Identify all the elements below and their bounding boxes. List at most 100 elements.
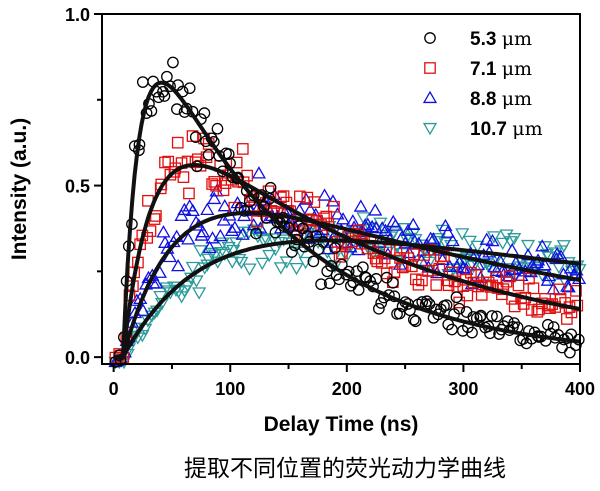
fit-curves — [113, 80, 581, 360]
data-point — [279, 256, 294, 269]
data-point — [158, 90, 171, 102]
data-point — [193, 245, 208, 258]
data-point — [340, 268, 353, 281]
data-point — [253, 221, 268, 234]
data-point — [455, 228, 470, 241]
legend-label: 5.3 μm — [470, 28, 532, 50]
fit-curve-series-4 — [113, 238, 581, 360]
data-point — [250, 227, 262, 240]
data-point — [174, 208, 189, 221]
data-point — [213, 228, 228, 242]
data-point — [356, 212, 371, 225]
data-point — [171, 136, 184, 149]
data-point — [527, 282, 540, 295]
data-point — [440, 299, 453, 311]
legend-item-3: 8.8 μm — [422, 88, 532, 110]
data-point — [217, 184, 230, 197]
fit-curve-series-3 — [113, 211, 581, 360]
data-point — [312, 225, 327, 239]
legend-label: 10.7 μm — [470, 118, 543, 140]
legend-marker — [422, 122, 438, 136]
data-point — [255, 257, 270, 271]
data-point — [208, 175, 221, 188]
data-point — [181, 232, 196, 245]
data-point — [320, 241, 335, 255]
legend-label: 8.8 μm — [470, 88, 532, 110]
data-point — [185, 203, 200, 217]
data-point — [183, 82, 196, 95]
data-point — [211, 122, 224, 135]
data-point — [308, 196, 321, 208]
data-point — [520, 239, 536, 253]
data-point — [440, 225, 455, 238]
data-point — [315, 278, 327, 291]
data-point — [556, 240, 571, 253]
data-point — [393, 307, 406, 320]
y-tick-label: 1.0 — [65, 5, 90, 25]
data-point — [180, 280, 196, 293]
data-point — [406, 217, 421, 230]
data-point — [369, 252, 382, 265]
data-point — [503, 236, 518, 249]
data-point — [286, 246, 298, 258]
data-point — [329, 242, 341, 254]
data-point — [486, 310, 498, 322]
data-point — [561, 280, 576, 293]
data-point — [537, 257, 552, 271]
data-point — [161, 70, 173, 83]
data-point — [345, 214, 360, 227]
data-point — [234, 256, 249, 270]
data-point — [317, 188, 332, 201]
data-point — [177, 171, 190, 183]
data-point — [351, 265, 363, 277]
x-tick-label: 300 — [448, 379, 478, 399]
data-point — [238, 205, 251, 217]
data-point — [156, 225, 171, 238]
data-point — [225, 256, 240, 269]
data-point — [461, 289, 474, 302]
data-point — [353, 199, 368, 212]
x-tick-label: 400 — [565, 379, 595, 399]
data-point — [442, 279, 455, 292]
data-point — [213, 246, 229, 260]
y-tick-label: 0.5 — [65, 177, 90, 197]
y-axis-title: Intensity (a.u.) — [8, 118, 31, 260]
data-point — [535, 239, 550, 252]
data-point — [466, 260, 481, 274]
data-point — [206, 178, 219, 190]
data-point — [307, 255, 320, 268]
data-point — [470, 269, 483, 282]
data-point — [442, 259, 458, 272]
data-point — [273, 262, 288, 275]
data-point — [200, 202, 215, 215]
data-point — [368, 203, 383, 216]
data-point — [236, 143, 249, 155]
data-point — [198, 107, 211, 119]
data-point — [371, 255, 384, 268]
legend-marker — [424, 32, 436, 44]
data-point — [542, 318, 554, 331]
data-point — [262, 249, 277, 263]
data-point — [250, 231, 265, 244]
data-point — [227, 220, 242, 233]
data-point — [171, 258, 186, 272]
data-point — [508, 300, 521, 313]
data-point — [167, 56, 179, 69]
data-point — [251, 166, 266, 179]
data-point — [219, 177, 232, 190]
data-point — [183, 187, 195, 200]
data-point — [200, 151, 213, 164]
data-point — [445, 233, 460, 247]
data-point — [264, 181, 277, 194]
data-point — [256, 234, 271, 248]
data-point — [159, 156, 171, 169]
data-point — [277, 190, 290, 202]
data-point — [388, 218, 403, 231]
data-point — [229, 237, 244, 250]
data-point — [195, 224, 210, 238]
data-point — [501, 268, 516, 282]
data-point — [149, 276, 164, 289]
data-point — [330, 207, 345, 220]
